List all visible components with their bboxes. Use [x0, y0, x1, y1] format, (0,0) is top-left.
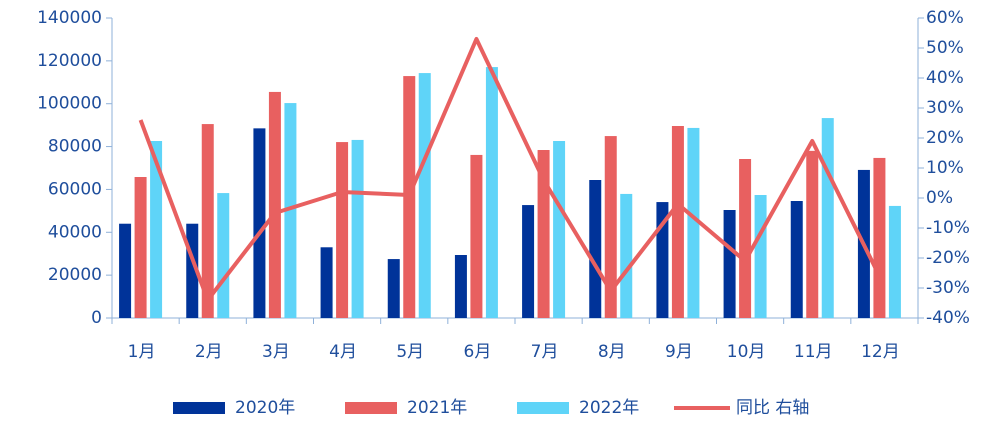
bar: [620, 193, 633, 318]
x-tick-label: 4月: [329, 342, 357, 362]
bar: [604, 136, 617, 318]
bar: [320, 247, 333, 318]
x-tick-label: 6月: [464, 342, 492, 362]
bar: [134, 177, 147, 318]
y2-tick-label: 0%: [926, 188, 953, 208]
legend-label: 同比 右轴: [736, 398, 809, 418]
bar: [268, 91, 281, 318]
legend-label: 2022年: [579, 398, 639, 418]
legend-swatch: [517, 402, 569, 414]
y2-tick-label: 30%: [926, 98, 964, 118]
bar: [336, 142, 349, 318]
bar: [119, 223, 132, 318]
y2-tick-label: -20%: [926, 248, 970, 268]
bar: [150, 141, 163, 318]
y-tick-label: 0: [91, 308, 102, 328]
x-tick-label: 9月: [665, 342, 693, 362]
bar: [454, 255, 467, 318]
bar: [806, 150, 819, 318]
bar: [589, 180, 602, 318]
legend-label: 2021年: [407, 398, 467, 418]
bar: [888, 205, 901, 318]
y2-tick-label: 60%: [926, 8, 964, 28]
bar: [403, 76, 416, 318]
bar: [485, 67, 498, 318]
y-tick-label: 80000: [48, 137, 102, 157]
y2-tick-label: -10%: [926, 218, 970, 238]
bar: [351, 139, 364, 318]
bar: [387, 259, 400, 318]
bar: [873, 157, 886, 318]
line: [138, 37, 882, 302]
bar: [739, 159, 752, 318]
bar: [253, 128, 266, 318]
bar: [217, 193, 230, 318]
bar: [790, 201, 803, 318]
legend-label: 2020年: [235, 398, 295, 418]
bar: [522, 205, 535, 318]
y-tick-label: 140000: [37, 8, 102, 28]
x-tick-label: 3月: [262, 342, 290, 362]
bar: [723, 210, 736, 318]
x-tick-label: 12月: [861, 342, 900, 362]
y2-tick-label: -30%: [926, 278, 970, 298]
bar: [687, 127, 700, 318]
y2-tick-label: 10%: [926, 158, 964, 178]
x-tick-label: 5月: [396, 342, 424, 362]
y2-tick-label: -40%: [926, 308, 970, 328]
legend-swatch: [345, 402, 397, 414]
y-tick-label: 100000: [37, 94, 102, 114]
x-tick-label: 1月: [128, 342, 156, 362]
y2-tick-label: 50%: [926, 38, 964, 58]
bar: [553, 141, 566, 318]
bar: [537, 150, 550, 318]
x-tick-label: 7月: [531, 342, 559, 362]
y2-tick-label: 40%: [926, 68, 964, 88]
legend-swatch: [173, 402, 225, 414]
x-tick-label: 2月: [195, 342, 223, 362]
y-tick-label: 120000: [37, 51, 102, 71]
bar: [284, 103, 297, 318]
bar: [470, 154, 483, 318]
bar: [201, 124, 214, 318]
y2-tick-label: 20%: [926, 128, 964, 148]
y-tick-label: 20000: [48, 265, 102, 285]
x-tick-label: 11月: [794, 342, 833, 362]
y-tick-label: 40000: [48, 222, 102, 242]
bar: [754, 195, 767, 318]
x-tick-label: 8月: [598, 342, 626, 362]
x-tick-label: 10月: [727, 342, 766, 362]
y-tick-label: 60000: [48, 179, 102, 199]
bar: [418, 73, 431, 318]
bar: [821, 118, 834, 318]
bar: [671, 126, 684, 318]
